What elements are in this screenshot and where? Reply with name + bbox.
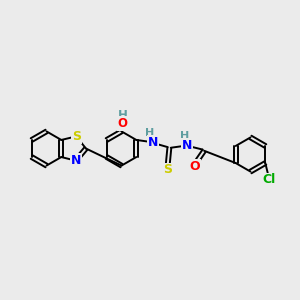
Text: N: N [182, 139, 192, 152]
Text: H: H [145, 128, 154, 138]
Text: S: S [163, 164, 172, 176]
Text: H: H [118, 109, 128, 122]
Text: N: N [70, 154, 81, 167]
Text: O: O [118, 117, 128, 130]
Text: H: H [180, 131, 189, 141]
Text: O: O [190, 160, 200, 173]
Text: S: S [72, 130, 81, 143]
Text: N: N [148, 136, 158, 149]
Text: Cl: Cl [262, 173, 275, 186]
